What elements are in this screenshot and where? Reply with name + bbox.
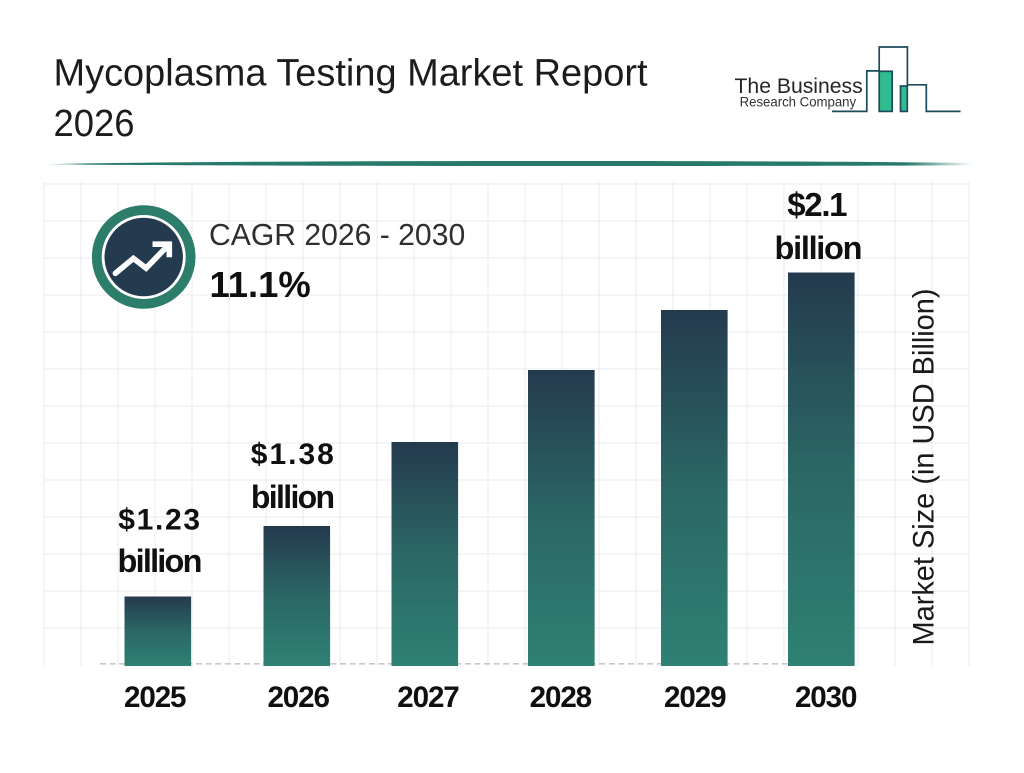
svg-text:2026: 2026 bbox=[267, 681, 330, 714]
svg-text:2026: 2026 bbox=[54, 102, 135, 145]
svg-text:$2.1: $2.1 bbox=[787, 186, 847, 223]
svg-text:2025: 2025 bbox=[124, 681, 187, 714]
svg-text:billion: billion bbox=[118, 543, 203, 579]
svg-text:2028: 2028 bbox=[530, 681, 593, 714]
svg-text:Market Size (in USD Billion): Market Size (in USD Billion) bbox=[908, 289, 941, 646]
svg-text:2029: 2029 bbox=[664, 681, 727, 714]
svg-text:11.1%: 11.1% bbox=[210, 264, 311, 305]
svg-text:2030: 2030 bbox=[795, 681, 858, 714]
svg-text:billion: billion bbox=[775, 230, 863, 266]
svg-text:2027: 2027 bbox=[397, 681, 460, 714]
svg-text:Mycoplasma Testing Market Repo: Mycoplasma Testing Market Report bbox=[54, 51, 648, 94]
svg-text:billion: billion bbox=[251, 479, 335, 515]
svg-text:The Business: The Business bbox=[735, 73, 863, 98]
svg-text:$1.23: $1.23 bbox=[118, 504, 200, 537]
svg-text:$1.38: $1.38 bbox=[251, 438, 334, 471]
svg-text:CAGR 2026 - 2030: CAGR 2026 - 2030 bbox=[209, 217, 465, 252]
svg-text:Research Company: Research Company bbox=[740, 94, 857, 110]
